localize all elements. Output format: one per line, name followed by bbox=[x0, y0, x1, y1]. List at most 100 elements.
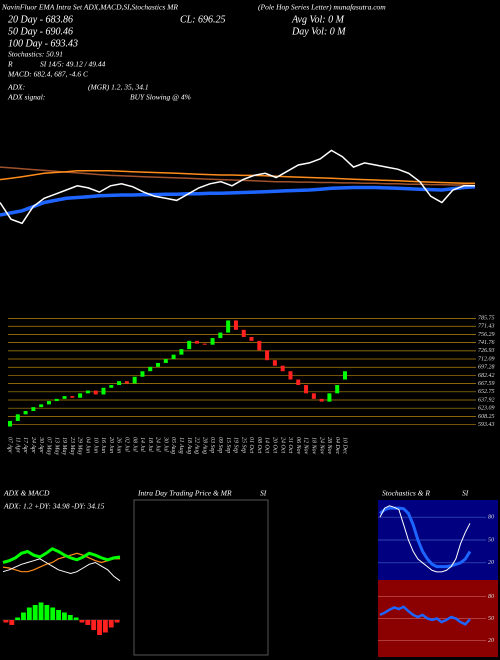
candle-body bbox=[257, 340, 262, 351]
adx-signal-label: ADX signal: bbox=[7, 93, 45, 102]
candle-body bbox=[194, 340, 199, 344]
histogram-bar bbox=[44, 605, 50, 620]
candle-body bbox=[171, 354, 176, 360]
candle-body bbox=[8, 420, 12, 427]
histogram-bar bbox=[62, 612, 67, 620]
stoch-si: SI bbox=[462, 489, 469, 498]
ema100: 100 Day - 693.43 bbox=[8, 38, 78, 49]
histogram-bar bbox=[15, 617, 21, 620]
indicator-line bbox=[0, 184, 476, 217]
y-tick-label: 785.75 bbox=[478, 316, 495, 322]
adx-label: ADX: bbox=[7, 83, 25, 92]
x-tick-label: 10 Dec bbox=[342, 437, 348, 454]
rsi-r: R bbox=[7, 60, 13, 69]
candle-body bbox=[233, 320, 238, 330]
candle-body bbox=[280, 365, 285, 372]
indicator-line bbox=[0, 170, 475, 185]
histogram-bar bbox=[85, 620, 91, 625]
indicator-line bbox=[0, 149, 475, 225]
avg-vol: Avg Vol: 0 M bbox=[291, 14, 345, 25]
y-tick-label: 80 bbox=[488, 594, 494, 600]
candle-body bbox=[124, 381, 129, 384]
y-tick-label: 608.25 bbox=[478, 414, 495, 420]
histogram-bar bbox=[9, 620, 15, 625]
candle-body bbox=[218, 332, 223, 339]
candle-body bbox=[187, 340, 192, 350]
y-tick-label: 20 bbox=[488, 560, 494, 566]
histogram-bar bbox=[102, 620, 108, 633]
stoch-text: Stochastics: 50.91 bbox=[8, 50, 63, 59]
adx-signal-value: BUY Slowing @ 4% bbox=[130, 93, 191, 102]
intra-box bbox=[133, 499, 269, 656]
x-tick-label: 19 Sep bbox=[233, 437, 239, 453]
x-tick-label: 31 Oct bbox=[287, 436, 293, 453]
candle-body bbox=[327, 393, 332, 402]
x-tick-label: 19 May bbox=[61, 437, 67, 455]
x-tick-label: 28 Nov bbox=[326, 437, 332, 455]
candle-body bbox=[78, 393, 83, 398]
adx-value: (MGR) 1.2, 35, 34.1 bbox=[88, 83, 149, 92]
x-tick-label: 04 Dec bbox=[334, 437, 341, 454]
candle-body bbox=[109, 385, 114, 388]
x-tick-label: 04 Jun bbox=[85, 437, 92, 453]
indicator-line bbox=[2, 552, 120, 573]
indicator-line bbox=[2, 558, 121, 582]
ema50: 50 Day - 690.46 bbox=[8, 26, 73, 37]
x-tick-label: 05 Aug bbox=[170, 437, 176, 454]
x-tick-label: 30 Apr bbox=[38, 436, 44, 454]
intra-title: Intra Day Trading Price & MR bbox=[137, 489, 232, 498]
stoch-title: Stochastics & R bbox=[382, 489, 430, 498]
x-tick-label: 25 Sep bbox=[240, 437, 246, 453]
histogram-bar bbox=[73, 617, 79, 620]
x-tick-label: 08 Jul bbox=[131, 437, 137, 452]
candle-body bbox=[296, 379, 301, 386]
y-tick-label: 726.93 bbox=[478, 348, 495, 354]
x-tick-label: 14 Oct bbox=[264, 437, 271, 453]
candle-body bbox=[46, 401, 51, 405]
x-tick-label: 24 Jul bbox=[155, 437, 162, 452]
candle-body bbox=[39, 404, 44, 408]
candle-body bbox=[272, 360, 277, 366]
candle-body bbox=[101, 387, 106, 395]
x-tick-label: 03 Sep bbox=[209, 437, 215, 453]
histogram-bar bbox=[114, 620, 120, 623]
candle-body bbox=[23, 411, 28, 415]
y-tick-label: 80 bbox=[488, 515, 494, 521]
adx-title: ADX & MACD bbox=[3, 489, 50, 498]
histogram-bar bbox=[91, 620, 97, 630]
histogram-bar bbox=[67, 615, 73, 620]
y-tick-label: 637.92 bbox=[478, 397, 495, 403]
x-tick-label: 14 Jul bbox=[139, 437, 146, 452]
histogram-bar bbox=[79, 620, 85, 623]
x-tick-label: 18 Aug bbox=[186, 437, 192, 454]
candle-body bbox=[148, 366, 153, 372]
candle-body bbox=[179, 349, 184, 355]
x-tick-label: 30 Jul bbox=[162, 436, 168, 452]
indicator-line bbox=[379, 505, 471, 573]
x-tick-label: 29 May bbox=[77, 437, 83, 455]
x-tick-label: 26 Jun bbox=[116, 437, 122, 453]
title-right: (Pole Hop Series Letter) munafasutra.com bbox=[258, 3, 386, 12]
y-tick-label: 50 bbox=[488, 616, 494, 622]
candle-body bbox=[85, 390, 90, 394]
x-tick-label: 06 Nov bbox=[295, 437, 301, 455]
indicator-line bbox=[0, 166, 476, 187]
intra-si: SI bbox=[260, 489, 267, 498]
candle-body bbox=[70, 396, 75, 398]
x-tick-label: 16 Jun bbox=[100, 437, 106, 453]
candle-body bbox=[15, 414, 20, 421]
x-tick-label: 24 Nov bbox=[318, 437, 325, 455]
y-tick-label: 593.43 bbox=[478, 421, 495, 428]
candle-body bbox=[311, 393, 316, 399]
x-tick-label: 17 Apr bbox=[22, 437, 28, 454]
indicator-line bbox=[2, 547, 121, 564]
candle-body bbox=[335, 385, 340, 394]
candle-body bbox=[202, 343, 207, 345]
x-tick-label: 28 Aug bbox=[201, 437, 207, 454]
candle-body bbox=[132, 376, 137, 384]
candle-body bbox=[156, 362, 161, 367]
x-tick-label: 07 Apr bbox=[7, 437, 13, 454]
histogram-bar bbox=[32, 605, 38, 620]
candle-body bbox=[249, 336, 254, 341]
candle-body bbox=[31, 407, 36, 412]
